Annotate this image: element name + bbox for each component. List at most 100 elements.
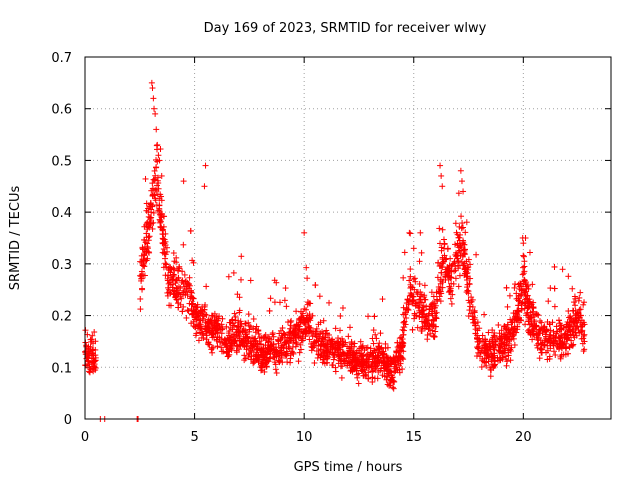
data-point	[396, 335, 403, 342]
data-point	[559, 341, 566, 348]
data-point	[315, 351, 322, 358]
data-point	[295, 321, 302, 328]
data-point	[302, 327, 309, 334]
data-point	[169, 276, 176, 283]
data-point	[383, 376, 390, 383]
data-point	[326, 350, 333, 357]
data-point	[210, 330, 217, 337]
data-point	[306, 336, 313, 343]
data-point	[511, 341, 518, 348]
data-point	[381, 368, 388, 375]
data-point	[90, 346, 97, 353]
data-point	[526, 302, 533, 309]
data-point	[423, 312, 430, 319]
y-tick-label: 0.7	[51, 51, 72, 66]
data-point	[410, 293, 417, 300]
data-point	[433, 315, 440, 322]
data-point	[170, 250, 177, 257]
data-point	[478, 363, 485, 370]
data-point	[373, 335, 380, 342]
data-point	[562, 351, 569, 358]
data-point	[365, 313, 372, 320]
data-point	[284, 332, 291, 339]
data-point	[200, 315, 207, 322]
data-point	[575, 326, 582, 333]
data-point	[154, 177, 161, 184]
data-point	[364, 360, 371, 367]
data-point	[329, 345, 336, 352]
data-point	[206, 341, 213, 348]
data-point	[513, 317, 520, 324]
data-point	[84, 357, 91, 364]
data-point	[391, 378, 398, 385]
data-point	[410, 245, 417, 252]
data-point	[247, 323, 254, 330]
data-point	[355, 347, 362, 354]
data-point	[299, 337, 306, 344]
data-point	[91, 361, 98, 368]
y-tick-label: 0.5	[51, 154, 72, 169]
data-point	[524, 292, 531, 299]
data-point	[190, 300, 197, 307]
data-point	[352, 361, 359, 368]
data-point	[287, 319, 294, 326]
data-point	[431, 334, 438, 341]
data-point	[515, 302, 522, 309]
y-tick-label: 0.4	[51, 206, 72, 221]
data-point	[146, 233, 153, 240]
data-point	[88, 355, 95, 362]
data-point	[461, 250, 468, 257]
data-point	[171, 288, 178, 295]
data-point	[177, 293, 184, 300]
data-point	[337, 313, 344, 320]
data-point	[276, 352, 283, 359]
data-point	[461, 246, 468, 253]
data-point	[197, 312, 204, 319]
data-point	[303, 330, 310, 337]
data-point	[521, 289, 528, 296]
data-point	[185, 308, 192, 315]
data-points	[82, 79, 588, 422]
data-point	[190, 307, 197, 314]
data-point	[339, 338, 346, 345]
data-point	[452, 220, 459, 227]
data-point	[567, 331, 574, 338]
data-point	[291, 324, 298, 331]
data-point	[525, 316, 532, 323]
data-point	[417, 229, 424, 236]
data-point	[486, 354, 493, 361]
data-point	[360, 361, 367, 368]
data-point	[556, 317, 563, 324]
data-point	[158, 172, 165, 179]
data-point	[139, 262, 146, 269]
data-point	[463, 219, 470, 226]
data-point	[225, 353, 232, 360]
data-point	[452, 267, 459, 274]
data-point	[188, 311, 195, 318]
data-point	[465, 297, 472, 304]
data-point	[458, 225, 465, 232]
data-point	[189, 257, 196, 264]
data-point	[326, 299, 333, 306]
data-point	[427, 330, 434, 337]
data-point	[238, 253, 245, 260]
data-point	[92, 338, 99, 345]
data-point	[157, 224, 164, 231]
data-point	[418, 299, 425, 306]
data-point	[522, 300, 529, 307]
data-point	[446, 267, 453, 274]
data-point	[363, 352, 370, 359]
data-point	[358, 343, 365, 350]
data-point	[164, 292, 171, 299]
axis-ticks: 0 0.1 0.2 0.3 0.4 0.5 0.6 0.7 0 5 10 15 20	[51, 51, 611, 445]
data-point	[490, 345, 497, 352]
data-point	[514, 323, 521, 330]
data-point	[279, 359, 286, 366]
data-point	[424, 336, 431, 343]
data-point	[360, 372, 367, 379]
data-point	[421, 282, 428, 289]
data-point	[459, 237, 466, 244]
data-point	[148, 79, 155, 86]
data-point	[296, 326, 303, 333]
data-point	[286, 329, 293, 336]
